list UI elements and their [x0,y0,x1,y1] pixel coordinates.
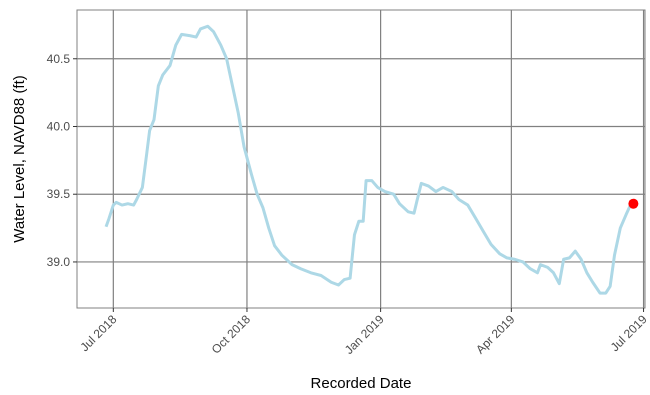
x-tick-label: Apr 2019 [473,312,518,357]
water-level-line [104,24,632,295]
y-tick-label: 40.0 [47,119,71,133]
y-tick-label: 39.5 [47,187,71,201]
latest-point [628,198,639,209]
x-tick-label: Jul 2018 [77,312,119,354]
y-axis-title: Water Level, NAVD88 (ft) [11,75,28,243]
y-tick-label: 40.5 [47,52,71,66]
plot-panel [76,9,646,309]
x-tick-label: Jan 2019 [342,312,387,357]
x-tick-label: Oct 2018 [209,312,254,357]
x-tick-label: Jul 2019 [608,312,650,354]
y-tick-label: 39.0 [47,255,71,269]
x-axis-title: Recorded Date [311,375,412,392]
